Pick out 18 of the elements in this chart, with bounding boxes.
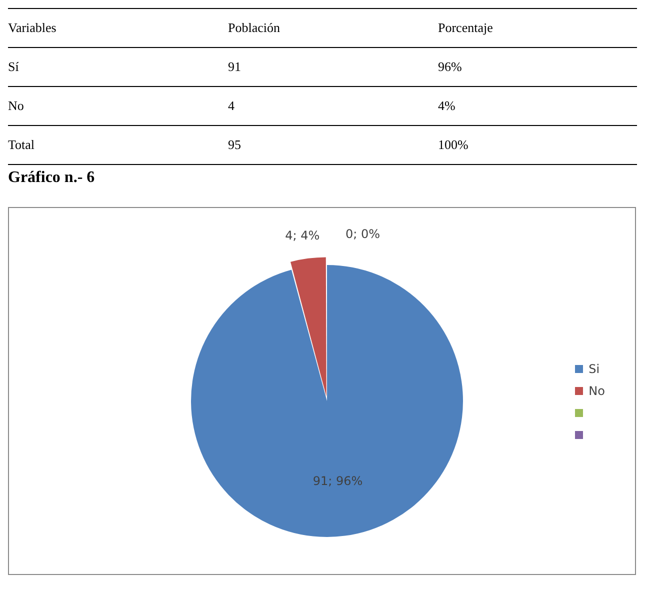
legend-label: No <box>588 384 605 398</box>
text: 4 <box>228 98 236 114</box>
text: 96% <box>438 59 463 75</box>
text: Total <box>8 137 36 153</box>
data-label: 91; 96% <box>312 474 363 488</box>
text: Gráfico n.- 6 <box>8 169 96 187</box>
text: 91 <box>228 59 242 75</box>
text: Población <box>228 20 281 36</box>
text: 95 <box>228 137 242 153</box>
text: Variables <box>8 20 58 36</box>
text: 100% <box>438 137 470 153</box>
text: No <box>8 98 25 114</box>
legend-label: Si <box>588 362 600 376</box>
text: Porcentaje <box>438 20 494 36</box>
text: 0; 0% <box>346 227 380 242</box>
data-label: 4; 4% <box>285 228 320 243</box>
text: 4% <box>438 98 456 114</box>
text: Sí <box>8 59 20 75</box>
